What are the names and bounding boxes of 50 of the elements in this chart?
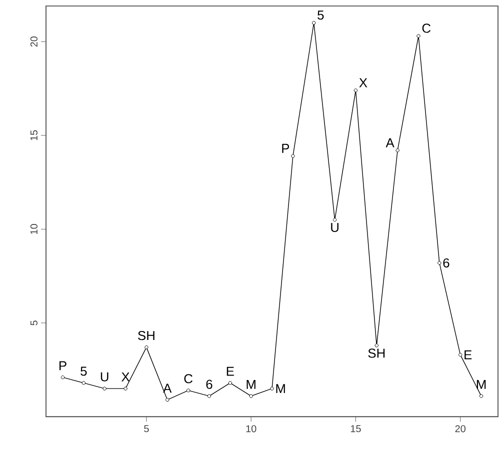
point [124, 386, 128, 390]
point [207, 394, 212, 398]
annotation: 5 [318, 10, 324, 20]
annotation: M [246, 380, 256, 389]
point [60, 375, 65, 380]
annotation: SH [368, 348, 385, 358]
annotation: A [163, 384, 172, 393]
point [312, 21, 316, 25]
x-tick-label: 20 [455, 425, 466, 432]
y-tick-label: 15 [30, 130, 38, 140]
point [416, 34, 420, 38]
point [82, 381, 86, 385]
point [354, 88, 358, 92]
point [249, 394, 253, 398]
x-tick-label: 5 [144, 425, 149, 432]
annotation: 5 [80, 366, 87, 376]
annotation: X [359, 78, 368, 88]
point [186, 388, 190, 392]
point [102, 386, 106, 390]
annotation: SH [138, 330, 154, 340]
point [291, 154, 295, 158]
annotation: C [422, 24, 431, 33]
annotation: P [59, 361, 66, 370]
y-tick-label: 20 [30, 36, 38, 47]
point [374, 344, 378, 348]
annotation: M [476, 380, 486, 389]
point [479, 394, 484, 398]
point [396, 148, 400, 152]
annotation: U [331, 222, 338, 232]
annotation: C [184, 374, 192, 384]
x-tick-label: 10 [246, 425, 256, 432]
point [166, 398, 170, 402]
annotation: A [386, 138, 394, 148]
annotation: 6 [443, 258, 450, 268]
annotation: 6 [206, 380, 212, 389]
annotation: U [100, 372, 108, 382]
point [228, 381, 232, 385]
y-tick-label: 10 [30, 224, 38, 234]
annotation: E [226, 366, 234, 376]
point [270, 386, 274, 390]
point [458, 352, 462, 357]
point [144, 345, 148, 350]
annotation: P [282, 144, 290, 153]
point [332, 218, 337, 222]
annotation: E [464, 350, 472, 360]
point [438, 261, 442, 265]
annotation: M [276, 384, 285, 394]
y-tick-label: 5 [30, 320, 38, 326]
annotation: X [121, 372, 130, 382]
x-tick-label: 15 [350, 425, 361, 432]
